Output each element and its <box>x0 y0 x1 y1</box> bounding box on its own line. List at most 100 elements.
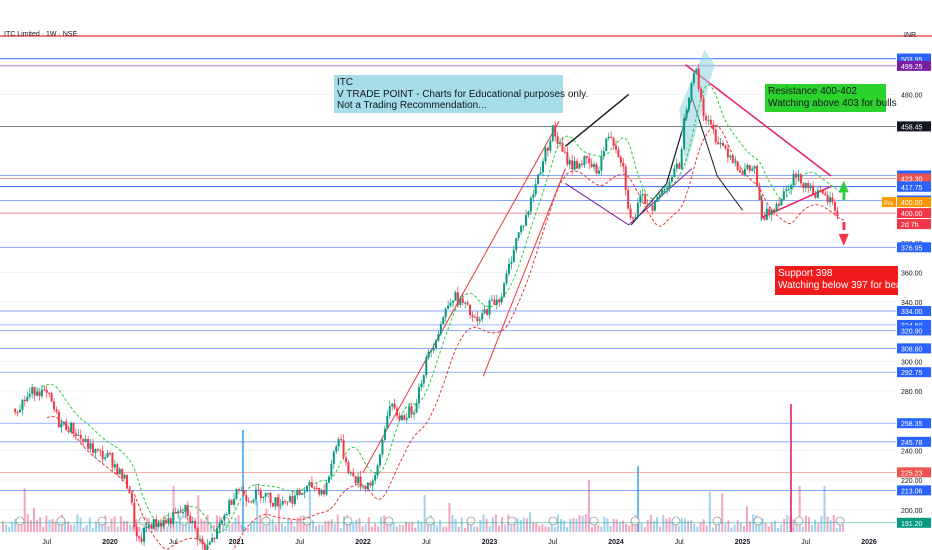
chart-title: ITC Limited · 1W · NSE <box>4 31 77 38</box>
pre-market-badge <box>882 197 896 208</box>
candle-body <box>315 487 318 489</box>
candle-body <box>785 189 788 192</box>
price-level-badge <box>897 208 931 219</box>
price-level-badge <box>897 325 931 336</box>
volume-bar <box>408 522 411 532</box>
candle-body <box>709 119 712 125</box>
volume-bar <box>498 525 500 532</box>
price-tick-label: 280.00 <box>901 389 923 396</box>
candle-body <box>731 155 734 163</box>
volume-bar <box>73 524 76 532</box>
candle-body <box>208 542 211 545</box>
price-tick-label: 340.00 <box>901 300 923 307</box>
candle-body <box>298 490 301 495</box>
candle-body <box>610 136 613 138</box>
candle-body <box>756 166 759 187</box>
volume-bar <box>835 527 838 532</box>
candle-body <box>101 450 104 459</box>
volume-bar <box>67 521 70 532</box>
volume-bar <box>814 519 817 532</box>
candle-body <box>274 497 277 507</box>
earnings-marker <box>548 516 558 526</box>
candle-body <box>651 205 654 211</box>
volume-bar <box>777 527 779 532</box>
candle-body <box>493 299 496 305</box>
volume-bar <box>463 527 466 532</box>
volume-bar <box>721 493 724 532</box>
candle-body <box>797 174 800 178</box>
candle-body <box>695 68 698 73</box>
candle-body <box>782 191 785 200</box>
bullish-arrow-stem <box>842 192 846 201</box>
trendline-drawings <box>362 49 849 473</box>
volume-bar <box>36 520 39 532</box>
volume-bar <box>240 524 243 532</box>
price-level-label: 503.95 <box>901 57 923 64</box>
candle-body <box>179 511 182 513</box>
volume-bar <box>411 521 414 532</box>
candle-body <box>104 457 107 459</box>
candle-body <box>517 232 520 239</box>
volume-bar <box>690 520 693 532</box>
candle-body <box>145 527 148 529</box>
volume-bar <box>91 527 94 532</box>
candle-body <box>396 408 399 416</box>
pre-market-label: Pre <box>884 201 894 207</box>
candle-body <box>269 492 272 503</box>
candle-body <box>79 434 82 439</box>
candle-body <box>50 392 53 402</box>
candle-body <box>476 316 479 321</box>
volume-bar <box>253 521 256 532</box>
volume-spike <box>637 466 639 532</box>
candle-body <box>169 518 172 524</box>
volume-bar <box>141 527 144 532</box>
volume-bar <box>541 524 544 532</box>
volume-bar <box>277 493 280 532</box>
volume-bar <box>457 526 460 532</box>
candle-body <box>223 515 226 521</box>
candle-body <box>415 403 418 413</box>
candle-body <box>622 162 625 167</box>
volume-bar <box>569 518 572 532</box>
candle-body <box>534 184 537 195</box>
volume-bar <box>157 523 159 532</box>
volume-bar <box>550 519 553 532</box>
candle-body <box>770 209 773 215</box>
volume-bar <box>684 518 686 532</box>
candle-body <box>722 143 725 147</box>
volume-bar <box>795 518 798 532</box>
volume-bar <box>749 521 752 532</box>
candle-body <box>72 422 75 434</box>
volume-bar <box>494 514 497 532</box>
volume-bar <box>95 521 97 532</box>
volume-bar <box>246 527 249 532</box>
candle-body <box>393 403 396 409</box>
candle-body <box>447 305 450 309</box>
volume-spike <box>242 430 244 532</box>
candle-body <box>578 163 581 169</box>
volume-bar <box>538 525 541 532</box>
zigzag-line <box>716 175 743 211</box>
volume-bar <box>758 518 761 532</box>
candle-body <box>602 151 605 157</box>
candle-body <box>763 217 766 220</box>
volume-bar <box>578 515 581 532</box>
candle-body <box>824 193 827 196</box>
candle-body <box>597 170 600 174</box>
volume-bar <box>513 517 516 532</box>
earnings-marker <box>589 516 599 526</box>
candle-body <box>739 170 742 173</box>
volume-bar <box>212 524 215 532</box>
candle-body <box>551 125 554 141</box>
candle-body <box>741 172 744 175</box>
candle-body <box>337 439 340 447</box>
volume-bar <box>454 519 457 532</box>
volume-bar <box>281 523 283 532</box>
pre-market-price: 400.00 <box>901 200 923 207</box>
candle-body <box>213 537 216 539</box>
volume-bar <box>535 522 538 532</box>
volume-bar <box>780 524 783 532</box>
earnings-marker <box>138 516 148 526</box>
volume-bar <box>656 517 659 532</box>
